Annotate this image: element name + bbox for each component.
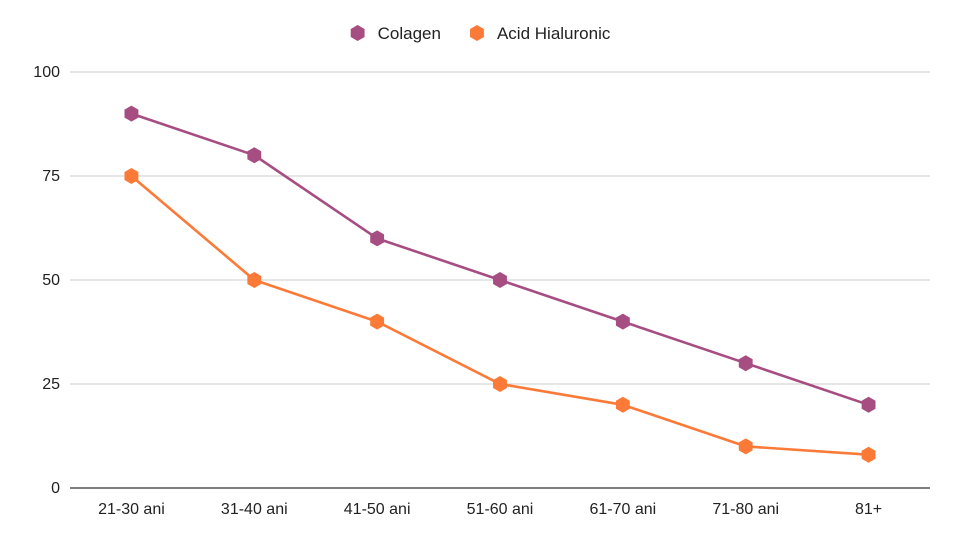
x-tick-label: 41-50 ani <box>344 501 411 518</box>
data-point[interactable] <box>124 168 139 184</box>
y-tick-label: 25 <box>42 376 60 393</box>
data-point[interactable] <box>124 105 139 122</box>
gridlines <box>70 71 930 385</box>
x-tick-label: 81+ <box>855 501 882 518</box>
data-point[interactable] <box>861 396 876 413</box>
data-point[interactable] <box>615 396 630 413</box>
y-tick-label: 75 <box>42 168 60 185</box>
series <box>124 105 876 463</box>
axes: 0 25 50 75 100 21-30 ani 31-40 ani 41-50 ani 51-… <box>33 64 930 518</box>
x-tick-label: 61-70 ani <box>589 501 656 518</box>
data-point[interactable] <box>861 446 876 463</box>
data-point[interactable] <box>370 313 385 330</box>
x-tick-label: 51-60 ani <box>467 501 534 518</box>
x-tick-label: 71-80 ani <box>712 501 779 518</box>
data-point[interactable] <box>247 147 262 164</box>
legend-label: Colagen <box>378 24 441 43</box>
data-point[interactable] <box>493 376 507 392</box>
series-line <box>130 175 869 457</box>
data-point[interactable] <box>738 438 753 455</box>
y-tick-label: 0 <box>51 480 60 497</box>
data-point[interactable] <box>738 355 753 372</box>
legend-label: Acid Hialuronic <box>497 24 611 43</box>
y-tick-label: 50 <box>42 272 60 289</box>
series-0 <box>124 105 876 413</box>
legend-item[interactable]: Colagen <box>350 24 441 43</box>
x-tick-label: 21-30 ani <box>98 501 165 518</box>
legend-marker <box>470 25 484 41</box>
x-tick-label: 31-40 ani <box>221 501 288 518</box>
legend-item[interactable]: Acid Hialuronic <box>470 24 611 43</box>
y-tick-label: 100 <box>33 64 60 81</box>
legend: Colagen Acid Hialuronic <box>350 24 611 43</box>
data-point[interactable] <box>493 272 507 288</box>
data-point[interactable] <box>247 272 262 288</box>
series-line <box>131 112 869 407</box>
legend-marker <box>350 25 365 41</box>
data-point[interactable] <box>615 313 630 330</box>
data-point[interactable] <box>370 230 385 247</box>
series-1 <box>124 168 876 463</box>
